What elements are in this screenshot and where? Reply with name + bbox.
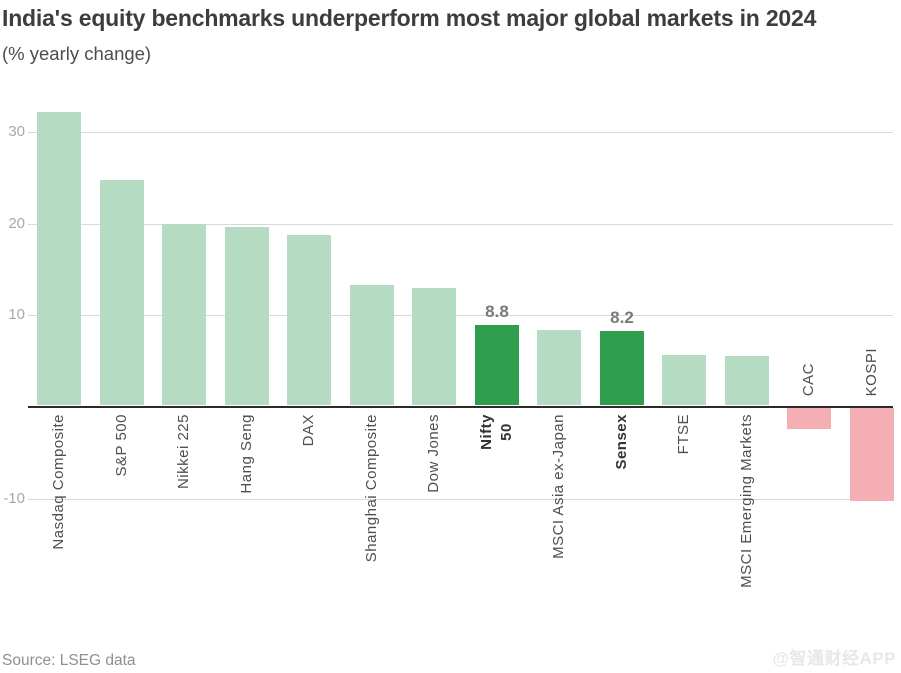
bar-shanghai-composite	[350, 285, 394, 405]
category-label-s-p-500: S&P 500	[113, 414, 130, 477]
bar-msci-emerging-markets	[725, 356, 769, 405]
category-label-hang-seng: Hang Seng	[238, 414, 255, 494]
gridline-30	[28, 132, 893, 133]
bar-kospi	[850, 408, 894, 501]
category-label-nikkei-225: Nikkei 225	[175, 414, 192, 490]
category-label-dow-jones: Dow Jones	[425, 414, 442, 493]
gridline-10	[28, 315, 893, 316]
value-label-sensex: 8.2	[610, 308, 634, 327]
category-label-nasdaq-composite: Nasdaq Composite	[50, 414, 67, 550]
gridline-20	[28, 224, 893, 225]
y-tick-label-30: 30	[8, 123, 25, 140]
category-label-cac: CAC	[800, 362, 817, 396]
category-label-msci-asia-ex-japan: MSCI Asia ex-Japan	[550, 414, 567, 559]
value-label-nifty-50: 8.8	[485, 302, 509, 321]
bar-ftse	[662, 355, 706, 405]
bar-nifty-50	[475, 325, 519, 405]
source-note: Source: LSEG data	[2, 652, 136, 669]
category-label-nifty-50: Nifty 50	[478, 414, 515, 450]
category-label-ftse: FTSE	[675, 414, 692, 455]
bar-msci-asia-ex-japan	[537, 330, 581, 405]
bar-dax	[287, 235, 331, 405]
category-label-shanghai-composite: Shanghai Composite	[363, 414, 380, 563]
watermark: @智通财经APP	[772, 649, 896, 668]
category-label-sensex: Sensex	[613, 414, 630, 470]
gridline--10	[28, 499, 893, 500]
bar-cac	[787, 408, 831, 429]
bar-nikkei-225	[162, 224, 206, 405]
chart-title: India's equity benchmarks underperform m…	[2, 5, 817, 31]
x-axis-line	[28, 406, 893, 408]
chart-subtitle: (% yearly change)	[2, 43, 152, 64]
bar-nasdaq-composite	[37, 112, 81, 405]
bar-hang-seng	[225, 227, 269, 405]
category-label-dax: DAX	[300, 414, 317, 447]
bar-sensex	[600, 331, 644, 405]
category-label-msci-emerging-markets: MSCI Emerging Markets	[738, 414, 755, 588]
y-tick-label--10: -10	[3, 490, 25, 507]
category-label-kospi: KOSPI	[863, 347, 880, 396]
y-tick-label-20: 20	[8, 215, 25, 232]
bar-dow-jones	[412, 288, 456, 405]
bar-s-p-500	[100, 180, 144, 405]
y-tick-label-10: 10	[8, 306, 25, 323]
